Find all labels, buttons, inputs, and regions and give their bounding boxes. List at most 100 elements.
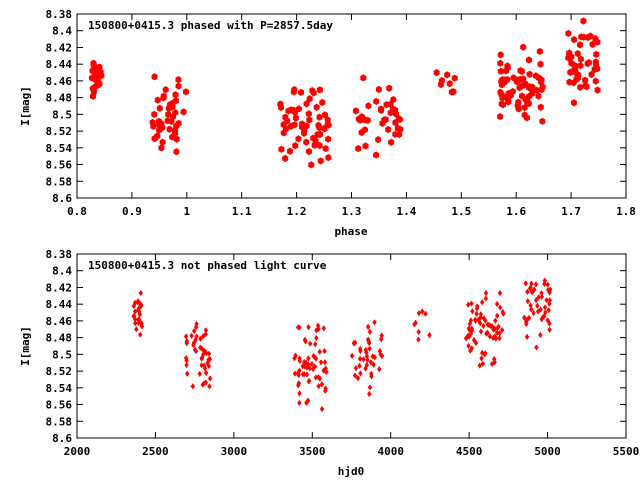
data-point bbox=[499, 94, 506, 102]
data-point bbox=[156, 104, 163, 112]
data-point bbox=[531, 309, 536, 317]
data-point bbox=[365, 356, 370, 364]
data-point bbox=[323, 385, 328, 392]
data-point bbox=[497, 88, 504, 96]
y-tick-label: 8.44 bbox=[46, 58, 73, 71]
data-point bbox=[362, 142, 369, 150]
data-point bbox=[292, 355, 297, 362]
data-point bbox=[547, 289, 552, 296]
data-point bbox=[450, 88, 457, 96]
data-point bbox=[493, 317, 498, 324]
data-point bbox=[594, 38, 601, 46]
data-point bbox=[160, 94, 167, 102]
data-point bbox=[381, 116, 388, 124]
data-point bbox=[351, 340, 357, 347]
data-point bbox=[310, 365, 316, 373]
data-point bbox=[306, 378, 311, 385]
data-point bbox=[202, 362, 207, 369]
data-point bbox=[386, 84, 393, 92]
data-point bbox=[483, 295, 488, 302]
data-point bbox=[295, 135, 302, 143]
data-point bbox=[394, 124, 401, 132]
data-point bbox=[317, 348, 322, 355]
data-point bbox=[539, 293, 545, 300]
data-point bbox=[323, 365, 328, 372]
data-point bbox=[584, 60, 591, 68]
data-point bbox=[392, 110, 399, 118]
data-point bbox=[165, 104, 172, 113]
data-point bbox=[371, 361, 376, 368]
y-tick-label: 8.48 bbox=[46, 92, 73, 105]
data-point bbox=[487, 333, 493, 340]
data-point bbox=[490, 334, 496, 342]
data-point bbox=[546, 286, 551, 294]
data-point bbox=[534, 344, 539, 351]
data-point bbox=[470, 308, 475, 315]
data-point bbox=[388, 138, 395, 146]
data-point bbox=[302, 336, 308, 343]
data-point bbox=[204, 349, 209, 357]
data-point bbox=[537, 78, 544, 86]
x-tick-label: 1.7 bbox=[561, 205, 581, 218]
data-point bbox=[545, 317, 550, 324]
unphased-plot-frame bbox=[76, 253, 627, 439]
data-point bbox=[567, 68, 574, 76]
data-point bbox=[479, 355, 484, 362]
data-point bbox=[305, 147, 312, 156]
data-point bbox=[183, 333, 189, 340]
data-point bbox=[207, 356, 213, 363]
data-point bbox=[357, 355, 363, 362]
data-point bbox=[494, 312, 500, 319]
x-tick-label: 1.6 bbox=[506, 205, 526, 218]
y-tick-label: 8.52 bbox=[46, 125, 73, 138]
data-point bbox=[594, 86, 601, 94]
y-tick-label: 8.56 bbox=[46, 159, 73, 172]
data-point bbox=[137, 304, 142, 311]
data-point bbox=[198, 344, 203, 351]
data-point bbox=[316, 373, 321, 381]
y-tick-label: 8.46 bbox=[46, 75, 73, 88]
data-point bbox=[574, 50, 581, 58]
data-point bbox=[180, 108, 187, 116]
y-tick-label: 8.58 bbox=[46, 415, 73, 428]
data-point bbox=[383, 101, 390, 109]
data-point bbox=[313, 355, 319, 362]
data-point bbox=[526, 84, 533, 92]
data-point bbox=[291, 121, 298, 129]
data-point bbox=[524, 333, 530, 340]
data-point bbox=[316, 86, 323, 94]
data-point bbox=[365, 323, 371, 330]
x-tick-label: 5000 bbox=[534, 445, 561, 458]
data-point bbox=[524, 320, 529, 328]
data-point bbox=[90, 61, 97, 69]
data-point bbox=[322, 347, 327, 355]
data-point bbox=[364, 362, 370, 369]
data-point bbox=[89, 84, 96, 93]
data-point bbox=[478, 328, 484, 335]
data-point bbox=[308, 161, 315, 169]
data-point bbox=[280, 121, 287, 129]
data-point bbox=[184, 338, 190, 345]
unphased-plot-title: 150800+0415.3 not phased light curve bbox=[88, 259, 327, 272]
data-point bbox=[175, 76, 182, 84]
data-point bbox=[303, 100, 310, 108]
data-point bbox=[533, 297, 539, 304]
data-point bbox=[477, 362, 482, 369]
data-point bbox=[154, 132, 161, 140]
data-point bbox=[468, 347, 473, 354]
data-point bbox=[497, 330, 502, 337]
data-point bbox=[542, 304, 548, 311]
data-point bbox=[191, 328, 197, 335]
data-point bbox=[282, 154, 289, 163]
data-point bbox=[182, 88, 189, 96]
y-tick-label: 8.48 bbox=[46, 332, 73, 345]
data-point bbox=[358, 347, 363, 355]
data-point bbox=[304, 371, 310, 378]
data-point bbox=[159, 138, 166, 146]
data-point bbox=[203, 327, 209, 334]
phased-plot: 0.8 0.9 1 1.1 1.2 1.3 1.4 1.5 1.6 1.7 1.8 8.38 8.4 8.… bbox=[19, 8, 636, 238]
data-point bbox=[321, 125, 328, 133]
data-point bbox=[303, 138, 310, 146]
data-point bbox=[325, 135, 332, 143]
